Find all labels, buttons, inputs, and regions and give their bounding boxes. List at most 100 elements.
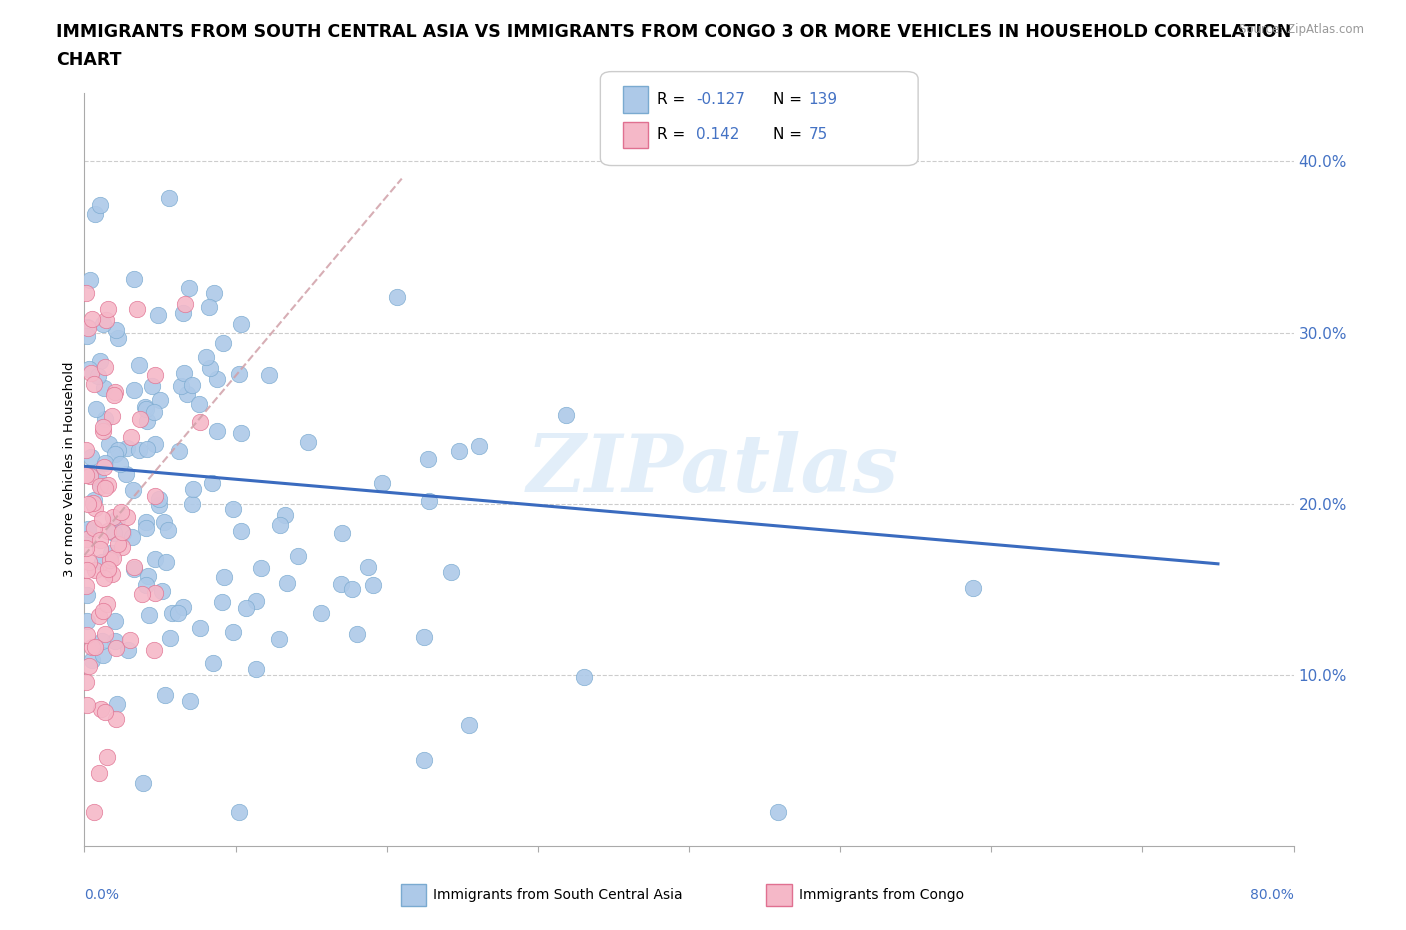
Point	[115, 441, 138, 456]
Point	[91, 554, 114, 569]
Point	[197, 299, 219, 314]
Point	[188, 415, 211, 430]
Point	[93, 380, 115, 395]
Point	[80, 653, 103, 668]
Point	[172, 600, 194, 615]
Point	[205, 424, 228, 439]
Point	[87, 765, 110, 780]
Point	[76, 698, 98, 712]
Point	[167, 605, 190, 620]
Point	[89, 479, 111, 494]
Point	[75, 468, 97, 483]
Point	[87, 369, 110, 384]
Point	[108, 457, 131, 472]
Point	[75, 443, 97, 458]
Point	[94, 626, 117, 641]
Point	[76, 522, 98, 537]
Point	[115, 466, 138, 481]
Point	[136, 442, 159, 457]
Point	[97, 302, 120, 317]
Point	[96, 597, 118, 612]
Text: -0.127: -0.127	[696, 92, 745, 107]
Point	[75, 675, 97, 690]
Point	[447, 444, 470, 458]
Text: IMMIGRANTS FROM SOUTH CENTRAL ASIA VS IMMIGRANTS FROM CONGO 3 OR MORE VEHICLES I: IMMIGRANTS FROM SOUTH CENTRAL ASIA VS IM…	[56, 23, 1292, 41]
Point	[143, 367, 166, 382]
Point	[129, 412, 152, 427]
Point	[75, 578, 97, 593]
Point	[176, 386, 198, 401]
Text: 139: 139	[808, 92, 838, 107]
Point	[104, 633, 127, 648]
Point	[174, 297, 197, 312]
Point	[172, 306, 194, 321]
Point	[84, 402, 107, 417]
Point	[125, 301, 148, 316]
Point	[212, 336, 235, 351]
Point	[90, 701, 112, 716]
Point	[143, 405, 166, 419]
Point	[768, 804, 790, 819]
Point	[97, 524, 120, 538]
Point	[143, 436, 166, 451]
Point	[76, 320, 98, 335]
Point	[371, 475, 394, 490]
Point	[97, 563, 120, 578]
Point	[143, 488, 166, 503]
Point	[82, 312, 104, 326]
Y-axis label: 3 or more Vehicles in Household: 3 or more Vehicles in Household	[63, 362, 76, 578]
Point	[97, 562, 120, 577]
Point	[346, 626, 368, 641]
Point	[121, 530, 143, 545]
Point	[159, 631, 181, 645]
Point	[131, 587, 153, 602]
Point	[179, 693, 201, 708]
Point	[80, 365, 103, 380]
Point	[122, 560, 145, 575]
Point	[117, 643, 139, 658]
Point	[91, 633, 114, 648]
Point	[94, 481, 117, 496]
Point	[91, 424, 114, 439]
Point	[93, 571, 115, 586]
Point	[418, 493, 440, 508]
Point	[148, 498, 170, 512]
Point	[89, 477, 111, 492]
Point	[83, 500, 105, 515]
Point	[201, 656, 224, 671]
Point	[198, 361, 221, 376]
Text: R =: R =	[657, 92, 690, 107]
Text: Immigrants from Congo: Immigrants from Congo	[799, 887, 963, 902]
Point	[148, 492, 170, 507]
Point	[330, 577, 353, 591]
Point	[93, 459, 115, 474]
Text: 80.0%: 80.0%	[1250, 888, 1294, 902]
Text: R =: R =	[657, 127, 690, 142]
Point	[135, 401, 157, 416]
Point	[83, 492, 105, 507]
Point	[135, 578, 157, 592]
Point	[136, 569, 159, 584]
Point	[180, 497, 202, 512]
Point	[245, 593, 267, 608]
Point	[179, 281, 201, 296]
Point	[82, 496, 104, 511]
Point	[167, 444, 190, 458]
Text: Source: ZipAtlas.com: Source: ZipAtlas.com	[1239, 23, 1364, 36]
Point	[83, 520, 105, 535]
Point	[128, 357, 150, 372]
Point	[170, 379, 193, 393]
Point	[94, 412, 117, 427]
Point	[83, 377, 105, 392]
Point	[132, 776, 155, 790]
Point	[135, 514, 157, 529]
Point	[107, 443, 129, 458]
Point	[103, 388, 125, 403]
Point	[122, 562, 145, 577]
Point	[84, 640, 107, 655]
Point	[77, 321, 100, 336]
Point	[554, 407, 576, 422]
Point	[94, 359, 117, 374]
Point	[77, 497, 100, 512]
Point	[84, 206, 107, 221]
